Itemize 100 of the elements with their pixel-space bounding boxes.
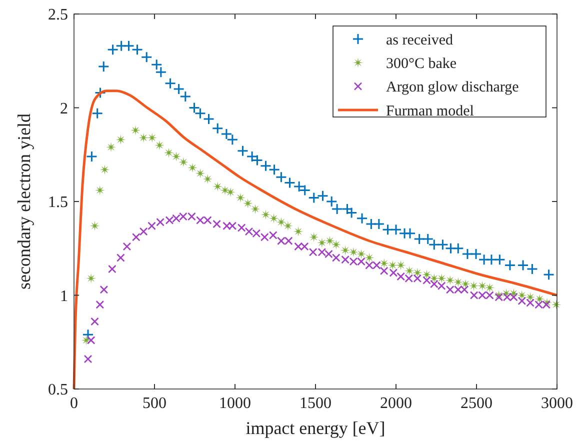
point [390, 224, 402, 236]
point [154, 140, 164, 150]
point [164, 78, 176, 90]
point [504, 260, 516, 271]
x-tick-label: 500 [142, 395, 166, 412]
point [82, 328, 94, 340]
point [404, 266, 414, 276]
point [484, 282, 495, 293]
point [276, 217, 286, 228]
point [100, 164, 110, 175]
point [486, 254, 498, 266]
point [203, 113, 215, 125]
point [122, 40, 134, 52]
point [235, 192, 246, 203]
point [331, 240, 342, 250]
point [404, 228, 416, 240]
x-axis-title: impact energy [eV] [246, 418, 386, 438]
point [220, 185, 230, 196]
point [130, 125, 140, 136]
point [92, 108, 104, 120]
point [308, 192, 320, 204]
y-tick-label: 1 [60, 288, 68, 305]
point [212, 220, 221, 228]
point [525, 292, 536, 302]
point [86, 336, 96, 344]
point [462, 248, 474, 260]
point [308, 232, 319, 242]
point [250, 204, 260, 214]
x-tick-label: 1500 [300, 395, 332, 412]
point [517, 260, 529, 271]
point [324, 236, 335, 246]
point [388, 260, 398, 270]
legend-label: 300°C bake [386, 56, 457, 72]
point [178, 157, 188, 168]
point [132, 232, 140, 242]
point [212, 182, 223, 192]
point [468, 280, 479, 291]
x-tick-label: 1000 [219, 395, 251, 412]
y-tick-label: 1.5 [48, 194, 68, 212]
point [86, 273, 96, 284]
point [116, 254, 125, 262]
point [202, 174, 213, 184]
point [543, 268, 555, 280]
point [116, 134, 126, 145]
point [452, 242, 464, 254]
point [453, 277, 464, 288]
point [94, 87, 106, 98]
point [122, 242, 132, 251]
point [316, 190, 328, 202]
x-tick-label: 2000 [380, 395, 412, 412]
point [477, 280, 488, 291]
point [445, 275, 456, 286]
point [534, 294, 545, 304]
point [164, 148, 174, 158]
y-axis-title: secondary electron yield [14, 114, 34, 290]
point [84, 354, 92, 364]
point [516, 290, 527, 300]
point [96, 300, 104, 309]
point [187, 162, 198, 173]
point [436, 273, 447, 284]
y-tick-label: 2.5 [48, 6, 68, 24]
point [429, 273, 440, 284]
point [147, 132, 158, 143]
point [364, 252, 374, 263]
point [100, 285, 108, 294]
point [90, 317, 99, 326]
y-tick-label: 2 [60, 100, 68, 118]
x-tick-label: 2500 [460, 395, 492, 412]
point [107, 44, 119, 56]
point [356, 212, 368, 224]
y-tick-label: 0.5 [48, 382, 68, 399]
point [365, 218, 377, 230]
legend-label: Argon glow discharge [386, 80, 520, 96]
point [94, 185, 105, 196]
point [242, 198, 253, 208]
point [148, 222, 156, 230]
point [236, 145, 248, 157]
point [86, 150, 98, 162]
point [268, 213, 279, 224]
legend-label: Furman model [386, 103, 474, 120]
point [195, 168, 206, 178]
point [212, 122, 224, 134]
point [412, 268, 422, 278]
point [422, 270, 432, 280]
point [293, 226, 304, 236]
point [396, 260, 406, 270]
point [132, 44, 144, 56]
point [81, 335, 92, 346]
x-tick-label: 3000 [541, 395, 573, 412]
point [260, 210, 271, 220]
point [139, 227, 148, 236]
point [284, 177, 296, 188]
point [526, 263, 538, 275]
point [340, 245, 350, 256]
point [379, 258, 390, 268]
point [494, 254, 506, 266]
point [282, 220, 293, 231]
point [140, 51, 152, 63]
point [348, 247, 358, 258]
legend-label: as received [386, 32, 454, 48]
